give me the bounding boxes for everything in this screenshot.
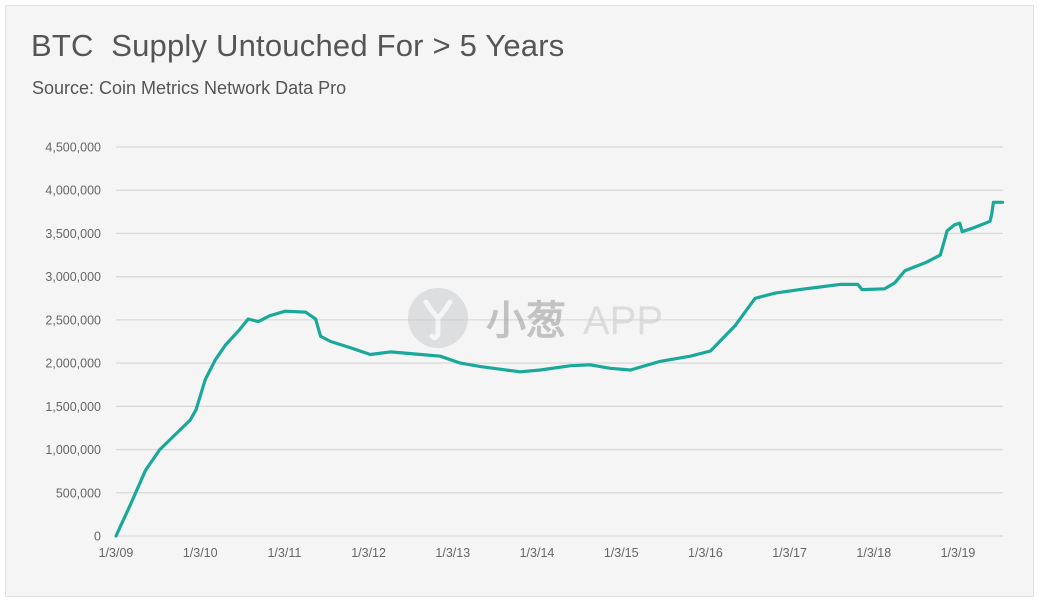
x-tick-label: 1/3/12 bbox=[351, 546, 386, 560]
sprout-icon bbox=[423, 299, 453, 341]
watermark-brand-cn: 小葱 bbox=[486, 299, 566, 343]
chart-subtitle: Source: Coin Metrics Network Data Pro bbox=[32, 78, 347, 98]
x-axis: 1/3/09 1/3/10 1/3/11 1/3/12 1/3/13 1/3/14 1/3/… bbox=[99, 546, 976, 560]
watermark-brand-en: APP bbox=[583, 299, 663, 343]
watermark: 小葱 APP bbox=[408, 288, 663, 348]
x-tick-label: 1/3/13 bbox=[435, 546, 470, 560]
x-tick-label: 1/3/19 bbox=[941, 546, 976, 560]
y-tick-label: 2,000,000 bbox=[45, 357, 101, 371]
y-tick-label: 4,500,000 bbox=[45, 141, 101, 155]
y-tick-label: 3,000,000 bbox=[45, 270, 101, 284]
series-line bbox=[114, 200, 1005, 538]
y-tick-label: 500,000 bbox=[56, 486, 101, 500]
y-tick-label: 1,500,000 bbox=[45, 400, 101, 414]
y-axis: 0 500,000 1,000,000 1,500,000 2,000,000 2,500… bbox=[45, 141, 101, 544]
y-tick-label: 3,500,000 bbox=[45, 227, 101, 241]
x-tick-label: 1/3/10 bbox=[183, 546, 218, 560]
x-tick-label: 1/3/09 bbox=[99, 546, 134, 560]
x-tick-label: 1/3/14 bbox=[520, 546, 555, 560]
x-tick-label: 1/3/15 bbox=[604, 546, 639, 560]
x-tick-label: 1/3/17 bbox=[772, 546, 807, 560]
y-tick-label: 4,000,000 bbox=[45, 184, 101, 198]
y-tick-label: 2,500,000 bbox=[45, 313, 101, 327]
x-tick-label: 1/3/16 bbox=[688, 546, 723, 560]
chart-frame bbox=[5, 5, 1034, 597]
y-tick-label: 1,000,000 bbox=[45, 443, 101, 457]
chart-title: BTC Supply Untouched For > 5 Years bbox=[31, 28, 565, 63]
x-tick-label: 1/3/18 bbox=[856, 546, 891, 560]
x-tick-label: 1/3/11 bbox=[267, 546, 301, 560]
y-tick-label: 0 bbox=[94, 530, 101, 544]
